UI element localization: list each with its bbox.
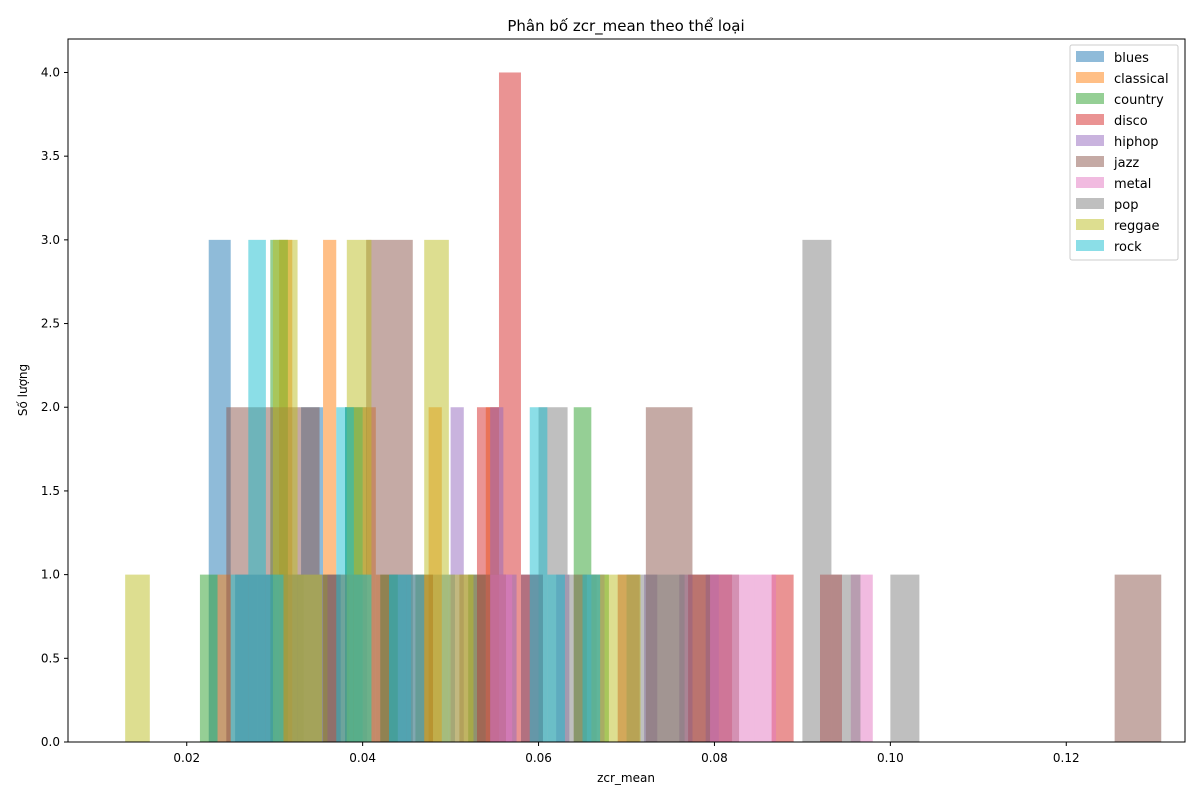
legend-swatch-blues [1076, 51, 1104, 62]
x-tick-label: 0.10 [877, 751, 904, 765]
y-tick-label: 0.5 [41, 651, 60, 665]
y-tick-label: 1.0 [41, 568, 60, 582]
y-tick-label: 2.5 [41, 317, 60, 331]
y-tick-label: 0.0 [41, 735, 60, 749]
bar-rock [265, 574, 284, 742]
bar-rock [230, 574, 249, 742]
bar-rock [406, 574, 425, 742]
chart-title: Phân bố zcr_mean theo thể loại [507, 17, 744, 36]
plot-frame [67, 38, 1186, 743]
bar-metal [732, 574, 755, 742]
y-tick-label: 4.0 [41, 65, 60, 79]
bar-rock [248, 239, 266, 743]
x-tick-label: 0.08 [701, 751, 728, 765]
bar-rock [547, 574, 565, 742]
bar-reggae [125, 574, 150, 742]
y-tick-label: 2.0 [41, 400, 60, 414]
y-axis-label: Số lượng [16, 364, 30, 416]
legend-label-reggae: reggae [1114, 219, 1160, 234]
legend-label-rock: rock [1114, 240, 1142, 255]
bar-pop [655, 574, 685, 742]
legend-label-blues: blues [1114, 51, 1149, 66]
x-axis: 0.02 0.04 0.06 0.08 0.10 0.12 [173, 742, 1080, 765]
x-tick-label: 0.04 [349, 751, 376, 765]
legend-swatch-classical [1076, 72, 1104, 83]
bar-rock [582, 574, 601, 742]
legend-swatch-rock [1076, 240, 1104, 251]
y-axis: 0.0 0.5 1.0 1.5 2.0 2.5 3.0 3.5 4.0 [41, 65, 68, 749]
bars-layer [125, 72, 1162, 743]
legend-swatch-disco [1076, 114, 1104, 125]
bar-disco [771, 574, 794, 742]
x-axis-label: zcr_mean [597, 771, 655, 785]
legend-label-metal: metal [1114, 177, 1151, 192]
legend-label-disco: disco [1114, 114, 1148, 129]
legend: blues classical country disco hiphop jazz meta… [1069, 44, 1179, 261]
legend-swatch-metal [1076, 177, 1104, 188]
legend-label-classical: classical [1114, 72, 1169, 87]
bar-pop [831, 574, 861, 742]
bar-rock [529, 407, 548, 742]
legend-label-pop: pop [1114, 198, 1138, 213]
legend-label-jazz: jazz [1113, 156, 1139, 171]
legend-label-country: country [1114, 93, 1164, 108]
bar-pop [890, 574, 920, 742]
bar-reggae [424, 239, 449, 743]
legend-swatch-pop [1076, 198, 1104, 209]
x-tick-label: 0.12 [1053, 751, 1080, 765]
bar-metal [754, 574, 777, 742]
legend-swatch-country [1076, 93, 1104, 104]
bar-rock [336, 407, 354, 742]
bar-reggae [615, 574, 641, 742]
y-tick-label: 3.0 [41, 233, 60, 247]
x-tick-label: 0.06 [525, 751, 552, 765]
legend-swatch-reggae [1076, 219, 1104, 230]
legend-label-hiphop: hiphop [1114, 135, 1159, 150]
legend-swatch-jazz [1076, 156, 1104, 167]
bar-country [199, 574, 218, 742]
bar-metal [490, 574, 513, 742]
y-tick-label: 1.5 [41, 484, 60, 498]
bar-reggae [297, 574, 323, 742]
bar-rock [389, 574, 407, 742]
bar-pop [802, 239, 832, 743]
bar-reggae [448, 574, 474, 742]
bar-jazz [1114, 574, 1162, 742]
bar-metal [710, 574, 733, 742]
legend-swatch-hiphop [1076, 135, 1104, 146]
x-tick-label: 0.02 [173, 751, 200, 765]
bar-rock [353, 574, 372, 742]
y-tick-label: 3.5 [41, 149, 60, 163]
